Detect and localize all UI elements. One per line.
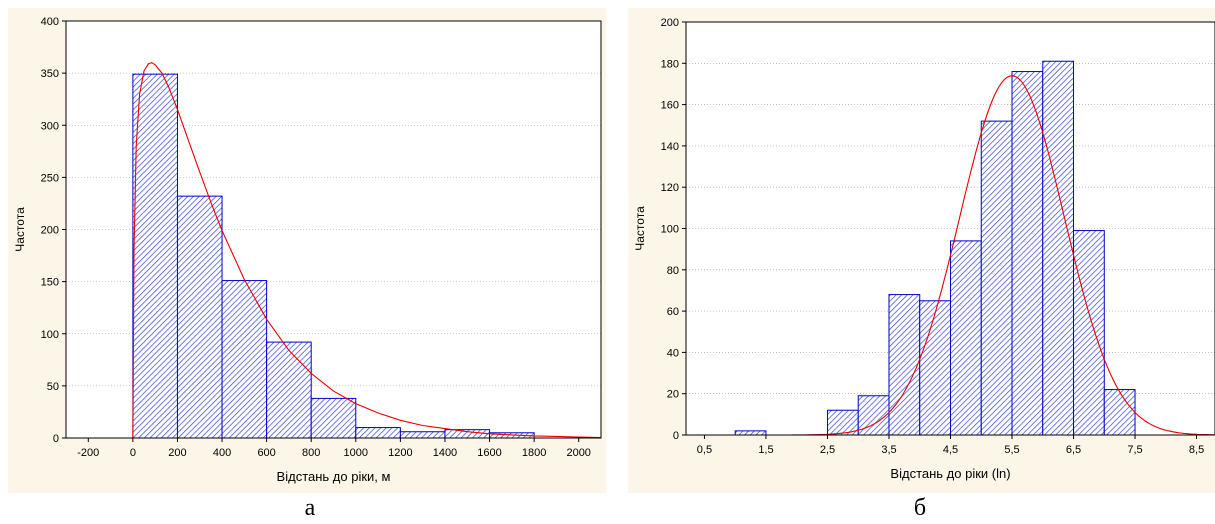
c0-x-tick-label: -200 bbox=[77, 447, 99, 459]
c0-bar bbox=[310, 397, 357, 439]
c1-bar bbox=[980, 120, 1013, 436]
c1-y-tick-label: 60 bbox=[667, 306, 679, 318]
c0-y-axis-label: Частота bbox=[13, 207, 27, 252]
c0-y-tick-label: 250 bbox=[41, 172, 59, 184]
c0-bar bbox=[266, 341, 312, 439]
c1-x-tick-label: 5,5 bbox=[1004, 444, 1019, 456]
c1-y-tick-label: 140 bbox=[661, 141, 679, 153]
c1-x-tick-label: 1,5 bbox=[758, 444, 773, 456]
c0-y-tick-label: 300 bbox=[41, 120, 59, 132]
c0-bar bbox=[221, 280, 268, 439]
c0-bar bbox=[399, 431, 446, 439]
histogram-panel-b: 0 20 40 60 80 100 120 140 160 180 200 0,5 1,5 2,5 3,5 4… bbox=[628, 8, 1215, 493]
c0-bar bbox=[176, 195, 223, 439]
c1-x-tick-label: 3,5 bbox=[881, 444, 896, 456]
c0-x-tick-label: 400 bbox=[213, 447, 231, 459]
c0-x-tick-label: 600 bbox=[257, 447, 275, 459]
c0-y-tick-label: 100 bbox=[41, 329, 59, 341]
c1-y-tick-label: 180 bbox=[661, 58, 679, 70]
c0-bar bbox=[132, 73, 178, 439]
c1-x-axis-label: Відстань до ріки (ln) bbox=[890, 466, 1010, 481]
c1-x-tick-label: 8,5 bbox=[1189, 444, 1204, 456]
c0-x-tick-label: 1000 bbox=[344, 447, 368, 459]
c0-x-tick-label: 0 bbox=[130, 447, 136, 459]
c0-x-tick-label: 1400 bbox=[433, 447, 457, 459]
c0-x-axis-label: Відстань до ріки, м bbox=[277, 469, 391, 484]
c1-bar bbox=[1103, 389, 1136, 436]
c1-bar bbox=[734, 430, 767, 436]
c0-x-tick-label: 1800 bbox=[522, 447, 546, 459]
c0-x-tick-label: 200 bbox=[168, 447, 186, 459]
c1-y-tick-label: 120 bbox=[661, 182, 679, 194]
c0-y-tick-label: 400 bbox=[41, 16, 59, 28]
c0-y-tick-label: 200 bbox=[41, 225, 59, 237]
c1-y-tick-label: 40 bbox=[667, 347, 679, 359]
c1-y-tick-label: 0 bbox=[673, 430, 679, 442]
c1-x-tick-label: 4,5 bbox=[943, 444, 958, 456]
c0-y-tick-label: 50 bbox=[47, 381, 59, 393]
c1-fit-curve bbox=[759, 75, 1215, 435]
caption-b: б bbox=[913, 495, 927, 521]
c0-x-tick-label: 800 bbox=[302, 447, 320, 459]
c1-bar bbox=[919, 300, 951, 436]
c1-y-axis-label: Частота bbox=[633, 206, 647, 251]
c0-x-tick-label: 1600 bbox=[477, 447, 501, 459]
c1-x-tick-label: 6,5 bbox=[1066, 444, 1081, 456]
caption-a: а bbox=[304, 495, 316, 521]
c0-y-tick-label: 0 bbox=[53, 433, 59, 445]
c0-fit-curve bbox=[66, 62, 601, 438]
c1-y-tick-label: 200 bbox=[661, 17, 679, 29]
c0-bar bbox=[355, 427, 401, 439]
c0-bar bbox=[444, 429, 491, 439]
c1-bar bbox=[950, 240, 982, 436]
histogram-chart-b: 0 20 40 60 80 100 120 140 160 180 200 0,5 1,5 2,5 3,5 4… bbox=[633, 17, 1215, 481]
histogram-chart-a: 0 50 100 150 200 250 300 350 400 -200 0 200 400 600 80… bbox=[13, 16, 602, 484]
c1-bar bbox=[1073, 230, 1105, 436]
c1-y-tick-label: 160 bbox=[661, 100, 679, 112]
c1-x-tick-label: 2,5 bbox=[820, 444, 835, 456]
c0-x-tick-label: 1200 bbox=[388, 447, 412, 459]
c1-y-tick-label: 80 bbox=[667, 265, 679, 277]
c1-x-tick-label: 0,5 bbox=[697, 444, 712, 456]
c1-bar bbox=[888, 294, 921, 436]
c1-x-tick-label: 7,5 bbox=[1127, 444, 1142, 456]
c0-x-tick-label: 2000 bbox=[566, 447, 590, 459]
c1-y-tick-label: 100 bbox=[661, 224, 679, 236]
c1-bar bbox=[1011, 71, 1044, 436]
histogram-panel-a: 0 50 100 150 200 250 300 350 400 -200 0 200 400 600 80… bbox=[8, 8, 606, 493]
c0-y-tick-label: 150 bbox=[41, 277, 59, 289]
c0-y-tick-label: 350 bbox=[41, 68, 59, 80]
c1-y-tick-label: 20 bbox=[667, 389, 679, 401]
c1-bar bbox=[1042, 60, 1075, 436]
